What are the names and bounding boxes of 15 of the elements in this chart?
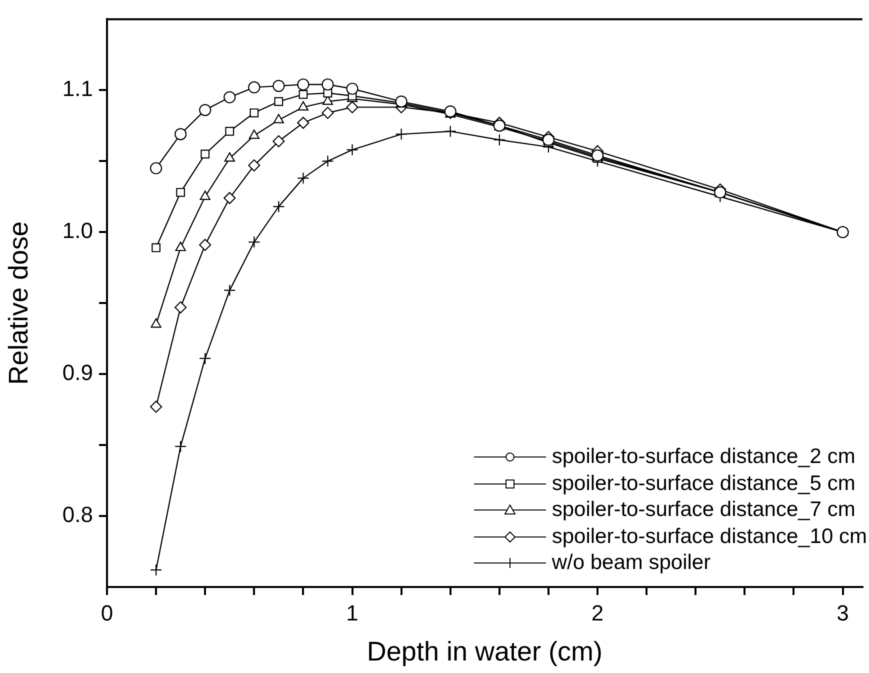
x-tick-label: 2 [591, 600, 604, 626]
legend-label: w/o beam spoiler [552, 550, 711, 576]
y-tick-label: 0.9 [62, 360, 93, 386]
y-axis-title: Relative dose [4, 221, 34, 385]
legend-label: spoiler-to-surface distance_7 cm [552, 497, 856, 523]
y-tick-label: 0.8 [62, 502, 93, 528]
x-tick-label: 0 [100, 600, 114, 626]
y-tick-label: 1.0 [62, 218, 93, 244]
x-tick-label: 1 [346, 600, 358, 626]
y-tick-label: 1.1 [62, 76, 93, 102]
x-tick-label: 3 [836, 600, 849, 626]
x-axis-title: Depth in water (cm) [366, 636, 602, 666]
legend-label: spoiler-to-surface distance_5 cm [552, 470, 856, 496]
legend-label: spoiler-to-surface distance_10 cm [552, 524, 867, 550]
legend-label: spoiler-to-surface distance_2 cm [552, 444, 856, 470]
